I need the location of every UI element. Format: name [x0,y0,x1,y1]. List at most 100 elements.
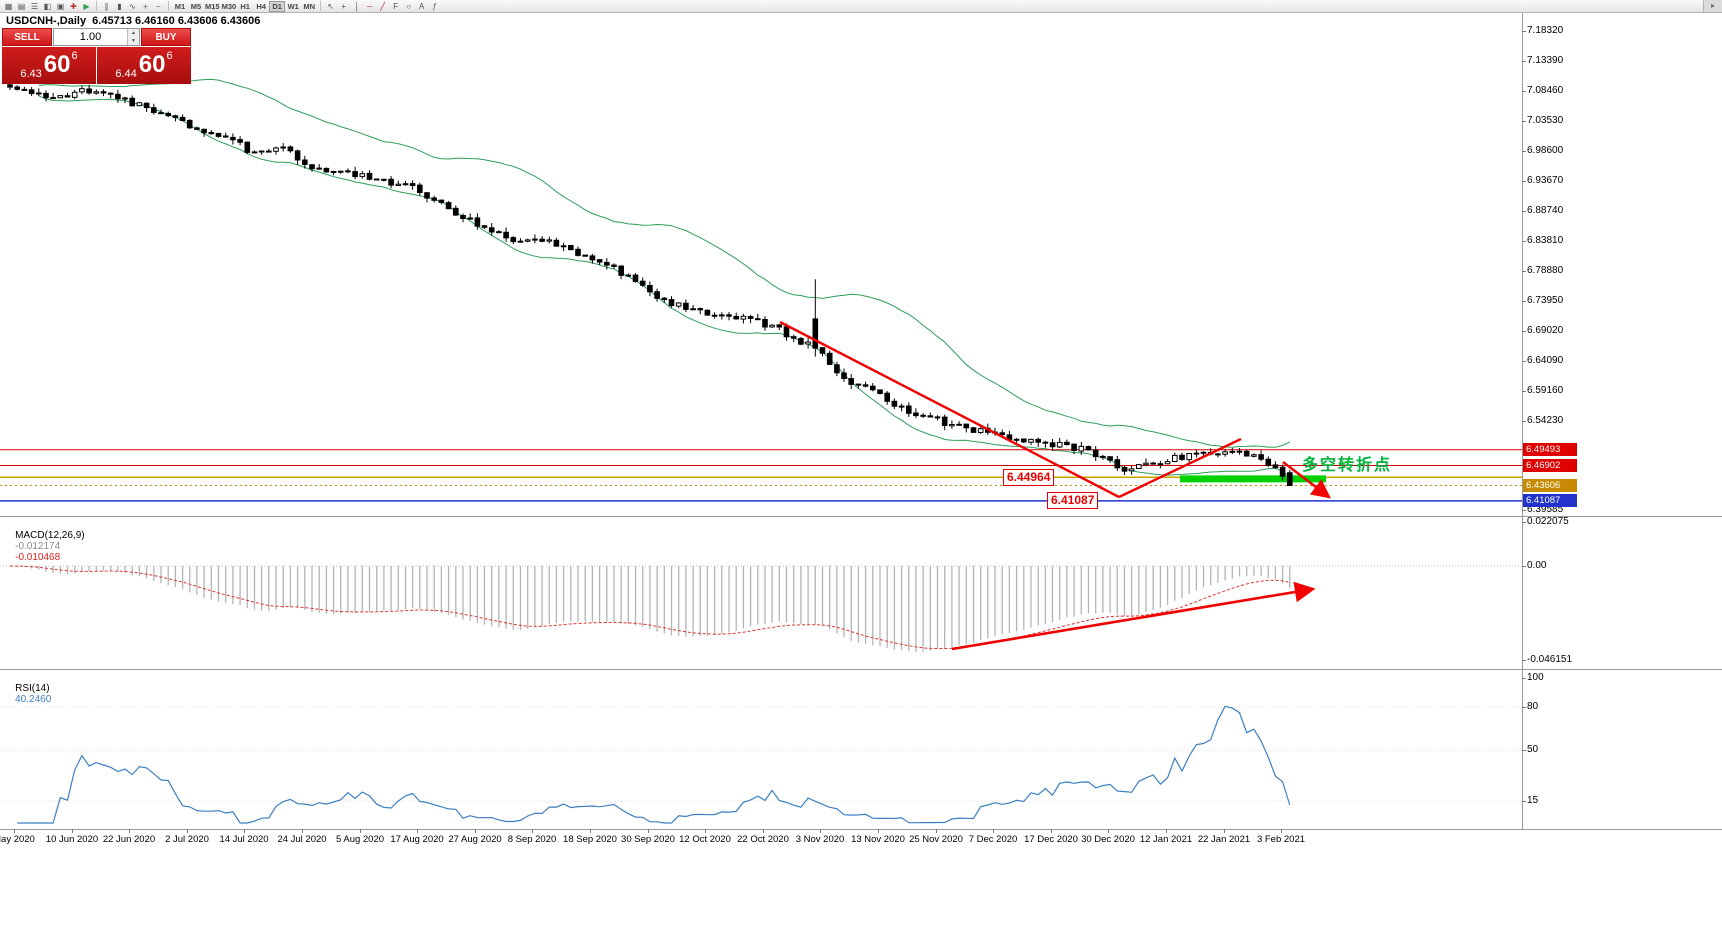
bar-chart-icon[interactable]: ∥ [104,1,109,11]
new-order-icon[interactable]: ✚ [70,1,77,11]
candle-body [395,183,402,186]
text-label-icon[interactable]: A [419,1,425,11]
crosshair-icon[interactable]: + [341,1,347,11]
candle-body [1258,454,1264,460]
cursor-icon[interactable]: ↖ [327,1,335,11]
line-chart-icon[interactable]: ∿ [129,1,136,11]
timeframe-h1-button[interactable]: H1 [240,1,250,11]
rsi-axis-label: 15 [1527,795,1539,806]
candle-body [589,255,596,261]
candle-body [71,91,78,98]
candle-body [582,254,589,257]
timeframe-h4-button[interactable]: H4 [256,1,266,11]
zoom-in-icon[interactable]: + [143,1,148,11]
candle-body [1265,458,1272,466]
rsi-line [17,705,1291,824]
price-axis-label: 6.98600 [1527,145,1564,156]
chart-canvas[interactable] [0,13,1722,932]
vertical-line-icon[interactable]: │ [354,1,360,11]
candle-body [431,197,437,201]
sell-button[interactable]: SELL [2,28,52,46]
buy-price-display[interactable]: 6.44 60 6 [97,47,191,84]
macd-axis-label: 0.022075 [1527,516,1569,527]
timeframe-m30-button[interactable]: M30 [221,1,237,11]
timeframe-m5-button[interactable]: M5 [190,1,202,11]
new-chart-icon[interactable]: ▦ [4,1,13,11]
time-axis-tick [14,829,15,833]
time-axis-tick [936,829,937,833]
shapes-icon[interactable]: ○ [406,1,412,11]
price-axis-label: 6.39585 [1527,504,1564,515]
time-axis-label: May 2020 [0,834,35,845]
candle-body [625,274,632,277]
candle-body [1085,446,1092,451]
zoom-out-icon[interactable]: − [156,1,161,11]
candle-body [388,178,394,186]
candle-body [266,150,272,153]
toolbar-icons: ▦ ▤ ☰ ◧ ▣ ✚ ▶ ∥ ▮ ∿ + − M1 M5 M15 M30 H1 H4 D1 W1 MN ↖ + │ ─ ╱ F ○ A… [2,0,441,12]
time-axis-label: 12 Oct 2020 [679,834,731,845]
indicators-icon[interactable]: ƒ [432,1,437,11]
volume-value: 1.00 [79,31,102,43]
chart-profiles-icon[interactable]: ▤ [17,1,26,11]
toolbar-overflow-button[interactable]: ▸ [1703,0,1722,12]
candle-body [258,150,265,153]
candle-body [596,259,603,263]
volume-down-icon[interactable]: ▼ [128,37,139,45]
main-macd-separator[interactable] [0,516,1722,517]
time-axis-label: 8 Sep 2020 [507,834,557,845]
candle-body [100,91,107,94]
sell-price-sup: 6 [71,50,78,62]
timeframe-mn-button[interactable]: MN [303,1,316,11]
candle-body [143,102,150,109]
candle-body [891,400,898,407]
candle-body [783,326,790,338]
timeframe-m1-button[interactable]: M1 [174,1,186,11]
terminal-icon[interactable]: ▣ [56,1,65,11]
time-axis-label: 5 Aug 2020 [335,834,385,845]
timeframe-d1-button[interactable]: D1 [269,0,286,12]
candle-body [949,424,955,427]
candle-body [14,86,20,90]
candle-body [402,183,409,186]
time-axis-label: 7 Dec 2020 [968,834,1018,845]
price-axis-label: 6.73950 [1527,295,1564,306]
volume-up-icon[interactable]: ▲ [128,29,139,37]
timeframe-m15-button[interactable]: M15 [205,1,220,11]
navigator-icon[interactable]: ◧ [43,1,52,11]
time-axis-tick [360,829,361,833]
candle-body [172,115,179,118]
trendline-icon[interactable]: ╱ [380,1,386,11]
candle-body [129,97,135,107]
candle-body [632,274,639,282]
macd-signal-line [9,565,1290,649]
timeframe-w1-button[interactable]: W1 [287,1,299,11]
horizontal-line-icon[interactable]: ─ [366,1,373,11]
rsi-axis-tick [1522,801,1526,802]
sell-price-display[interactable]: 6.43 60 6 [2,47,96,84]
candle-body [50,97,56,100]
volume-input[interactable]: 1.00 ▲ ▼ [53,28,140,46]
candlestick-chart-icon[interactable]: ▮ [117,1,122,11]
candle-body [215,132,222,137]
market-watch-icon[interactable]: ☰ [30,1,39,11]
candle-body [107,92,114,95]
buy-price-sup: 6 [166,50,173,62]
candle-body [1128,468,1135,472]
time-axis-tick [129,829,130,833]
price-axis-label: 6.54230 [1527,415,1564,426]
candle-body [222,135,229,138]
candle-body [956,423,962,426]
candle-body [611,264,617,267]
bollinger-upper-band [38,78,1291,448]
fibonacci-icon[interactable]: F [393,1,399,11]
macd-rsi-separator[interactable] [0,669,1722,670]
time-axis-label: 22 Jun 2020 [102,834,156,845]
buy-button[interactable]: BUY [141,28,191,46]
volume-stepper[interactable]: ▲ ▼ [127,29,139,45]
candle-body [36,92,42,95]
candle-body [165,112,171,117]
candle-body [208,132,215,135]
autotrading-icon[interactable]: ▶ [83,1,90,11]
candle-body [517,240,524,243]
